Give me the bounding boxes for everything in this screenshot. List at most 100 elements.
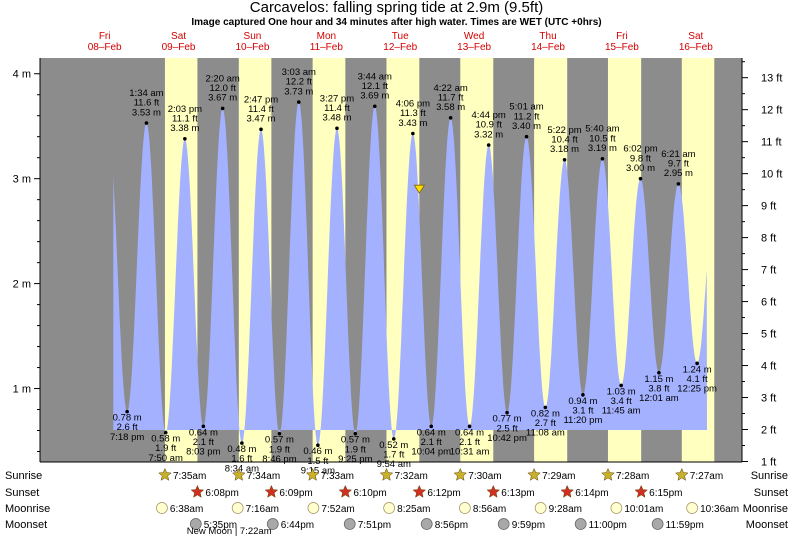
low-tide-label: 9:25 pm	[338, 454, 372, 465]
tide-point	[220, 106, 225, 111]
day-name-label: Sat	[688, 31, 703, 42]
high-tide-label: 4:06 pm	[396, 99, 430, 110]
high-tide-label: 3.18 m	[550, 144, 579, 155]
low-tide-label: 8:46 pm	[262, 454, 296, 465]
low-tide-label: 0.48 m	[227, 444, 256, 455]
high-tide-label: 2.95 m	[664, 168, 693, 179]
moonrise-icon	[383, 502, 396, 514]
low-tide-label: 9:15 am	[301, 465, 335, 476]
low-tide-label: 2.5 ft	[497, 423, 518, 434]
high-tide-label: 3:03 am	[282, 67, 316, 78]
tide-point	[562, 157, 567, 162]
low-tide-label: 3.8 ft	[648, 383, 669, 394]
low-tide-label: 0.57 m	[265, 435, 294, 446]
sunset-icon	[486, 484, 501, 498]
low-tide-label: 9:54 am	[377, 459, 411, 470]
tide-point	[144, 121, 149, 125]
moonset-time: 5:35pm	[204, 520, 237, 531]
high-tide-label: 3.43 m	[398, 118, 427, 129]
sunrise-icon	[453, 467, 468, 481]
day-date-label: 14–Feb	[531, 42, 565, 53]
tide-point	[335, 126, 339, 131]
low-tide-label: 0.52 m	[379, 440, 408, 451]
moonset-time: 9:59pm	[512, 520, 545, 531]
tide-point	[372, 104, 377, 109]
low-tide-label: 1.7 ft	[383, 450, 404, 461]
moonset-time: 11:59pm	[666, 520, 704, 531]
day-date-label: 16–Feb	[679, 42, 713, 53]
moonrise-time: 9:28am	[549, 504, 582, 515]
moonset-icon	[343, 518, 356, 530]
tide-point	[259, 127, 263, 132]
moonset-icon	[189, 518, 202, 530]
tide-point	[600, 156, 605, 161]
high-tide-label: 3.00 m	[626, 163, 655, 174]
high-tide-label: 3.67 m	[208, 93, 237, 104]
moonrise-icon	[156, 502, 168, 514]
right-tick-label: 13 ft	[761, 73, 782, 85]
right-tick-label: 1 ft	[761, 456, 776, 468]
low-tide-label: 8:03 pm	[186, 447, 220, 458]
moonrise-icon	[686, 502, 698, 514]
low-tide-label: 1.6 ft	[231, 454, 252, 465]
high-tide-label: 3.73 m	[284, 86, 313, 97]
moonrise-icon	[307, 502, 320, 514]
low-tide-label: 2.1 ft	[421, 437, 442, 448]
day-date-label: 08–Feb	[88, 42, 122, 53]
event-row-label-right: Sunrise	[751, 470, 788, 482]
day-name-label: Thu	[539, 31, 556, 42]
sunrise-icon	[674, 467, 689, 481]
tide-point	[240, 441, 244, 445]
sunset-icon	[634, 484, 648, 498]
high-tide-label: 2:03 pm	[168, 104, 202, 115]
tide-point	[657, 371, 661, 375]
event-row-label-left: Moonset	[5, 519, 47, 531]
tide-point	[125, 409, 129, 414]
low-tide-label: 11:45 am	[602, 406, 641, 417]
sunrise-time: 7:27am	[690, 471, 723, 482]
moonrise-icon	[231, 502, 244, 514]
low-tide-label: 0.57 m	[341, 435, 370, 446]
sunset-icon	[264, 484, 279, 498]
high-tide-label: 6:02 pm	[623, 144, 657, 155]
high-tide-label: 3.32 m	[474, 129, 503, 140]
tide-point	[524, 134, 529, 139]
sunset-icon	[338, 484, 353, 498]
moonrise-time: 10:01am	[624, 504, 663, 515]
low-tide-label: 7:18 pm	[110, 432, 144, 443]
high-tide-label: 4:22 am	[433, 83, 467, 94]
low-tide-label: 0.46 m	[303, 446, 332, 457]
low-tide-label: 10:31 am	[450, 447, 490, 458]
left-tick-label: 3 m	[13, 174, 31, 186]
sunrise-icon	[527, 467, 541, 481]
sunset-time: 6:14pm	[575, 488, 608, 499]
low-tide-label: 7:50 am	[149, 453, 183, 464]
tide-point	[411, 131, 415, 136]
right-tick-label: 3 ft	[761, 393, 776, 405]
moonrise-icon	[459, 502, 471, 514]
sunrise-time: 7:28am	[616, 471, 649, 482]
high-tide-label: 3.48 m	[322, 113, 351, 124]
left-tick-label: 2 m	[13, 279, 31, 291]
high-tide-label: 3.58 m	[436, 102, 465, 113]
high-tide-label: 5:22 pm	[547, 125, 581, 136]
high-tide-label: 12.0 ft	[209, 83, 236, 94]
right-tick-label: 5 ft	[761, 329, 776, 341]
low-tide-label: 1.15 m	[644, 374, 673, 385]
day-date-label: 15–Feb	[605, 42, 639, 53]
day-date-label: 09–Feb	[162, 42, 196, 53]
high-tide-label: 4:44 pm	[472, 110, 506, 121]
day-name-label: Fri	[99, 31, 111, 42]
low-tide-label: 0.64 m	[455, 427, 484, 438]
tide-point	[316, 443, 320, 448]
tide-point	[581, 393, 585, 397]
current-level-marker	[413, 184, 426, 194]
low-tide-label: 0.64 m	[417, 427, 446, 438]
day-name-label: Fri	[616, 31, 628, 42]
moonrise-time: 10:36am	[700, 504, 739, 515]
low-tide-label: 3.4 ft	[611, 396, 632, 407]
moonset-icon	[651, 518, 664, 530]
sunset-time: 6:13pm	[501, 488, 534, 499]
tide-point	[467, 424, 472, 429]
low-tide-label: 11:08 am	[526, 428, 565, 439]
